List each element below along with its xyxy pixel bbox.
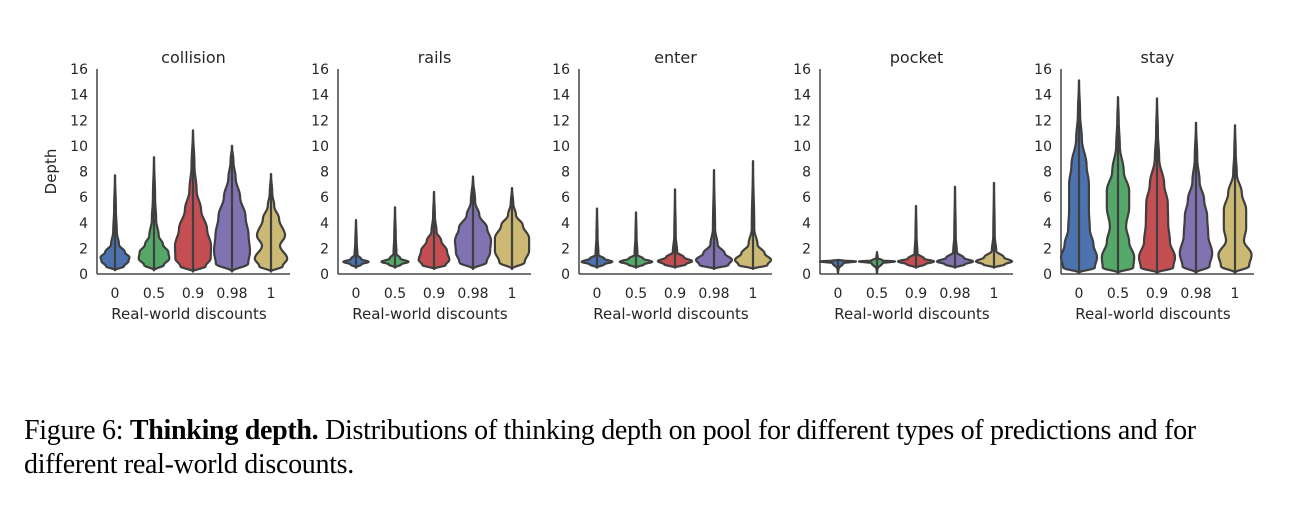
y-tick-label: 14 bbox=[793, 88, 811, 104]
y-tick-label: 2 bbox=[79, 241, 88, 257]
y-tick-label: 8 bbox=[79, 165, 88, 181]
x-axis-label: Real-world discounts bbox=[834, 305, 990, 323]
x-axis-label: Real-world discounts bbox=[352, 305, 508, 323]
y-tick-label: 2 bbox=[320, 241, 329, 257]
y-tick-label: 10 bbox=[552, 139, 570, 155]
x-tick-label: 0.5 bbox=[1107, 286, 1129, 302]
panel-title: enter bbox=[654, 48, 697, 67]
y-tick-label: 0 bbox=[79, 267, 88, 283]
x-tick-label: 1 bbox=[990, 286, 999, 302]
y-tick-label: 6 bbox=[802, 190, 811, 206]
y-tick-label: 12 bbox=[311, 113, 329, 129]
y-tick-label: 14 bbox=[552, 88, 570, 104]
x-axis-label: Real-world discounts bbox=[111, 305, 267, 323]
y-tick-label: 2 bbox=[802, 241, 811, 257]
panel-collision: collision 0 2 4 6 8 10 12 14 16 0 0.5 0.9 0.98 1Real-w… bbox=[70, 48, 290, 323]
y-tick-label: 6 bbox=[561, 190, 570, 206]
y-tick-label: 14 bbox=[1034, 88, 1052, 104]
panel-stay: stay 0 2 4 6 8 10 12 14 16 0 0.5 0.9 0.98 1Real-world … bbox=[1034, 48, 1254, 323]
figure-caption: Figure 6: Thinking depth. Distributions … bbox=[24, 414, 1284, 482]
x-tick-label: 0 bbox=[834, 286, 843, 302]
x-tick-label: 0.98 bbox=[1180, 286, 1211, 302]
y-tick-label: 12 bbox=[552, 113, 570, 129]
y-tick-label: 12 bbox=[793, 113, 811, 129]
y-tick-label: 4 bbox=[320, 216, 329, 232]
x-tick-label: 1 bbox=[1231, 286, 1240, 302]
panel-pocket: pocket 0 2 4 6 8 10 12 14 16 0 0.5 0.9 0.98 1Real-worl… bbox=[793, 48, 1014, 323]
y-tick-label: 4 bbox=[802, 216, 811, 232]
y-tick-label: 8 bbox=[802, 165, 811, 181]
x-tick-label: 1 bbox=[508, 286, 517, 302]
x-axis-label: Real-world discounts bbox=[593, 305, 749, 323]
y-tick-label: 8 bbox=[320, 165, 329, 181]
x-tick-label: 0.9 bbox=[1146, 286, 1168, 302]
y-tick-label: 16 bbox=[70, 62, 88, 78]
y-tick-label: 6 bbox=[1043, 190, 1052, 206]
y-tick-label: 0 bbox=[561, 267, 570, 283]
y-tick-label: 12 bbox=[1034, 113, 1052, 129]
y-tick-label: 2 bbox=[561, 241, 570, 257]
y-tick-label: 10 bbox=[70, 139, 88, 155]
y-tick-label: 16 bbox=[552, 62, 570, 78]
caption-text: Distributions of thinking depth on pool … bbox=[24, 415, 1196, 480]
panel-title: pocket bbox=[890, 48, 944, 67]
x-tick-label: 0.9 bbox=[182, 286, 204, 302]
y-tick-label: 10 bbox=[1034, 139, 1052, 155]
x-tick-label: 0 bbox=[352, 286, 361, 302]
x-tick-label: 0.5 bbox=[866, 286, 888, 302]
x-tick-label: 0.98 bbox=[216, 286, 247, 302]
y-tick-label: 8 bbox=[1043, 165, 1052, 181]
y-tick-label: 8 bbox=[561, 165, 570, 181]
panel-title: rails bbox=[418, 48, 452, 67]
panel-enter: enter 0 2 4 6 8 10 12 14 16 0 0.5 0.9 0.98 1Real-world… bbox=[552, 48, 773, 323]
y-tick-label: 2 bbox=[1043, 241, 1052, 257]
y-tick-label: 14 bbox=[70, 88, 88, 104]
y-tick-label: 16 bbox=[311, 62, 329, 78]
y-tick-label: 0 bbox=[1043, 267, 1052, 283]
x-tick-label: 0.5 bbox=[143, 286, 165, 302]
y-tick-label: 12 bbox=[70, 113, 88, 129]
y-tick-label: 14 bbox=[311, 88, 329, 104]
x-tick-label: 0.9 bbox=[423, 286, 445, 302]
x-tick-label: 0.98 bbox=[698, 286, 729, 302]
x-tick-label: 0.9 bbox=[664, 286, 686, 302]
y-tick-label: 4 bbox=[79, 216, 88, 232]
y-tick-label: 6 bbox=[79, 190, 88, 206]
y-tick-label: 0 bbox=[320, 267, 329, 283]
x-tick-label: 0 bbox=[111, 286, 120, 302]
y-tick-label: 6 bbox=[320, 190, 329, 206]
x-tick-label: 0.98 bbox=[457, 286, 488, 302]
x-tick-label: 0 bbox=[1075, 286, 1084, 302]
y-axis-label: Depth bbox=[42, 149, 60, 195]
y-tick-label: 4 bbox=[561, 216, 570, 232]
y-tick-label: 10 bbox=[311, 139, 329, 155]
y-tick-label: 10 bbox=[793, 139, 811, 155]
x-tick-label: 0.5 bbox=[625, 286, 647, 302]
x-tick-label: 0.98 bbox=[939, 286, 970, 302]
x-tick-label: 1 bbox=[749, 286, 758, 302]
panel-rails: rails 0 2 4 6 8 10 12 14 16 0 0.5 0.9 0.98 1Real-world… bbox=[311, 48, 531, 323]
y-tick-label: 16 bbox=[1034, 62, 1052, 78]
panel-title: stay bbox=[1141, 48, 1175, 67]
x-tick-label: 1 bbox=[267, 286, 276, 302]
panel-title: collision bbox=[161, 48, 226, 67]
caption-label: Figure 6: bbox=[24, 415, 124, 446]
caption-bold-title: Thinking depth. bbox=[129, 415, 319, 446]
x-tick-label: 0 bbox=[593, 286, 602, 302]
y-tick-label: 16 bbox=[793, 62, 811, 78]
x-tick-label: 0.9 bbox=[905, 286, 927, 302]
x-axis-label: Real-world discounts bbox=[1075, 305, 1231, 323]
y-tick-label: 4 bbox=[1043, 216, 1052, 232]
y-tick-label: 0 bbox=[802, 267, 811, 283]
x-tick-label: 0.5 bbox=[384, 286, 406, 302]
